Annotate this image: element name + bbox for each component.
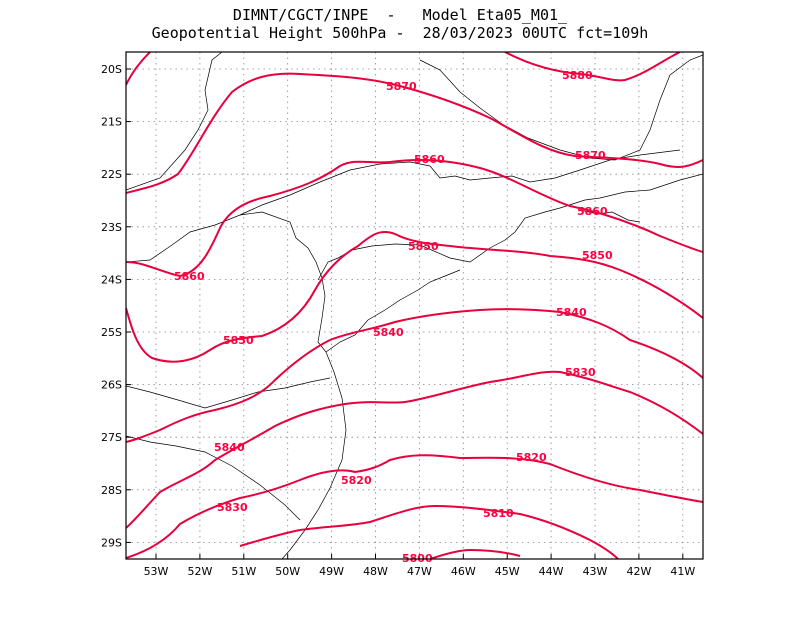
contour-label-5820-b: 5820 xyxy=(341,474,372,487)
contour-5840 xyxy=(126,308,703,443)
contour-label-5840-a: 5840 xyxy=(373,326,404,339)
state-border-west xyxy=(126,52,223,191)
contour-5830 xyxy=(126,370,703,529)
y-tick-label: 22S xyxy=(101,168,122,181)
contour-label-5860-a: 5860 xyxy=(414,153,445,166)
grid-lines xyxy=(126,52,703,559)
contour-label-5850-b: 5850 xyxy=(582,249,613,262)
contour-label-5840-c: 5840 xyxy=(214,441,245,454)
y-tick-label: 25S xyxy=(101,326,122,339)
map-subtitle: Geopotential Height 500hPa - 28/03/2023 … xyxy=(151,24,649,42)
x-tick-label: 48W xyxy=(363,565,388,578)
contour-5810 xyxy=(239,504,619,559)
y-tick-label: 29S xyxy=(101,536,122,549)
contour-5870 xyxy=(126,72,703,194)
coastline-sc xyxy=(281,351,347,559)
x-axis-labels: 53W 52W 51W 50W 49W 48W 47W 46W 45W 44W 43W 42W 41W xyxy=(144,565,696,578)
contour-5820 xyxy=(126,454,703,559)
contour-labels: 5880 5870 5870 5860 5860 5860 5850 5850 … xyxy=(174,69,613,565)
contour-label-5860-b: 5860 xyxy=(577,205,608,218)
state-border-sp xyxy=(239,149,681,216)
contour-label-5840-b: 5840 xyxy=(556,306,587,319)
x-tick-label: 47W xyxy=(407,565,432,578)
y-tick-label: 28S xyxy=(101,484,122,497)
contour-label-5870-b: 5870 xyxy=(575,149,606,162)
contour-label-5810: 5810 xyxy=(483,507,514,520)
contour-5850 xyxy=(126,230,703,363)
height-contours xyxy=(126,52,703,559)
contour-label-5880: 5880 xyxy=(562,69,593,82)
state-border-sc xyxy=(126,377,331,409)
contour-label-5850-a: 5850 xyxy=(408,240,439,253)
contour-5880 xyxy=(504,52,681,82)
y-tick-label: 24S xyxy=(101,273,122,286)
contour-label-5860-c: 5860 xyxy=(174,270,205,283)
contour-5880-west xyxy=(126,52,151,86)
y-tick-label: 23S xyxy=(101,221,122,234)
x-tick-label: 45W xyxy=(495,565,520,578)
y-tick-label: 27S xyxy=(101,431,122,444)
contour-5800 xyxy=(429,548,521,559)
x-tick-label: 53W xyxy=(144,565,169,578)
x-tick-label: 50W xyxy=(275,565,300,578)
coastline-sp xyxy=(317,173,703,281)
x-tick-label: 51W xyxy=(231,565,256,578)
x-tick-label: 49W xyxy=(319,565,344,578)
state-border-parana xyxy=(126,211,327,353)
contour-label-5820-a: 5820 xyxy=(516,451,547,464)
x-tick-label: 43W xyxy=(583,565,608,578)
x-tick-label: 46W xyxy=(451,565,476,578)
map-title: DIMNT/CGCT/INPE - Model Eta05_M01_ xyxy=(232,6,568,24)
coastline-borders xyxy=(126,52,703,559)
y-axis-labels: 20S 21S 22S 23S 24S 25S 26S 27S 28S 29S xyxy=(101,63,122,549)
contour-5860 xyxy=(126,159,703,278)
x-tick-label: 41W xyxy=(670,565,695,578)
map-frame xyxy=(125,51,704,560)
y-tick-label: 20S xyxy=(101,63,122,76)
x-tick-label: 42W xyxy=(626,565,651,578)
x-tick-label: 52W xyxy=(187,565,212,578)
x-tick-label: 44W xyxy=(539,565,564,578)
contour-label-5870-a: 5870 xyxy=(386,80,417,93)
contour-label-5830-b: 5830 xyxy=(217,501,248,514)
coast-rj xyxy=(579,209,641,223)
coastline-south xyxy=(325,269,461,353)
contour-label-5830-a: 5830 xyxy=(565,366,596,379)
y-tick-label: 21S xyxy=(101,116,122,129)
contour-label-5850-c: 5850 xyxy=(223,334,254,347)
state-border-mg xyxy=(419,54,703,161)
y-tick-label: 26S xyxy=(101,379,122,392)
